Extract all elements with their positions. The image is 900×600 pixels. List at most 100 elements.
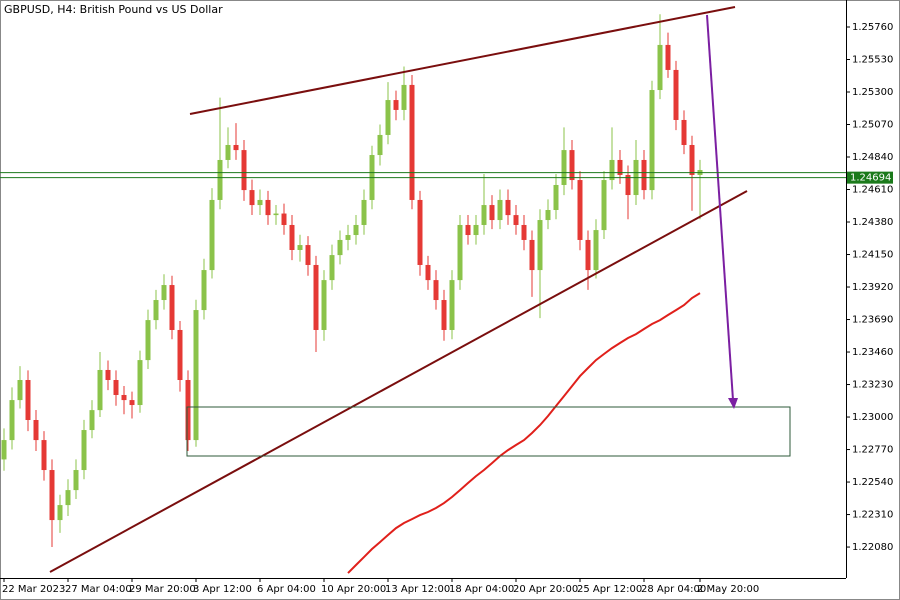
x-tick-label: 29 Mar 20:00 [129,584,196,595]
chart-title: GBPUSD, H4: British Pound vs US Dollar [4,3,223,16]
candle-body [505,199,511,216]
y-tick-label: 1.25760 [852,22,893,33]
y-tick-label: 1.25070 [852,120,893,131]
candle-body [593,230,599,271]
candle-body [481,205,487,225]
candle-body [273,213,279,216]
candle-body [457,224,463,281]
candle-body [65,490,71,506]
candle-body [657,44,663,91]
y-tick-label: 1.24150 [852,250,893,261]
x-tick-label: 3 Apr 12:00 [193,584,252,595]
x-tick-label: 20 Apr 20:00 [513,584,578,595]
candle-body [313,264,319,330]
y-tick-label: 1.22080 [852,542,893,553]
y-tick-label: 1.23690 [852,315,893,326]
candle-body [585,239,591,271]
candle-body [97,369,103,411]
candle-body [105,369,111,381]
candle-body [113,380,119,395]
arrow-head [728,398,738,409]
candle-body [81,430,87,471]
candle-body [361,199,367,225]
candle-body [441,300,447,330]
candle-body [121,394,127,401]
x-tick-label: 6 Apr 04:00 [257,584,316,595]
candle-body [417,199,423,265]
candle-body [665,44,671,70]
candle-body [345,235,351,240]
candle-body [329,255,335,281]
candle-body [169,285,175,330]
x-tick-label: 2 May 20:00 [697,584,759,595]
candle-body [425,264,431,281]
candle-body [161,285,167,301]
candle-body [289,224,295,250]
y-tick-label: 1.22770 [852,445,893,456]
candle-body [577,180,583,240]
candle-body [449,280,455,330]
candle-body [185,380,191,441]
candle-body [521,224,527,240]
candle-body [153,300,159,321]
y-tick-label: 1.24840 [852,152,893,163]
y-tick-label: 1.23920 [852,282,893,293]
candle-body [337,239,343,256]
candle-body [385,100,391,135]
candle-body [257,199,263,206]
candle-body [137,360,143,406]
candle-body [433,280,439,301]
candle-body [649,90,655,191]
candle-body [409,84,415,200]
candle-body [689,144,695,175]
y-tick-label: 1.23000 [852,412,893,423]
candle-body [9,400,15,441]
candle-body [545,210,551,221]
y-tick-label: 1.23460 [852,347,893,358]
x-tick-label: 28 Apr 04:00 [641,584,706,595]
forecast-arrow [706,14,734,401]
candle-body [393,100,399,110]
y-tick-label: 1.24380 [852,217,893,228]
upper-trendline [189,6,736,115]
candle-body [193,310,199,441]
candle-body [145,320,151,361]
y-tick-label: 1.24610 [852,185,893,196]
y-tick-label: 1.25300 [852,87,893,98]
candle-body [625,174,631,196]
current-price-box [847,171,893,184]
candle-body [265,199,271,216]
candle-body [641,159,647,191]
candle-body [73,470,79,491]
candle-body [281,213,287,225]
y-tick-label: 1.22540 [852,477,893,488]
candle-body [49,470,55,521]
y-tick-label: 1.23230 [852,380,893,391]
candle-body [561,150,567,185]
candle-body [1,440,7,460]
moving-average [347,292,701,574]
candle-body [617,159,623,175]
lower-trendline [49,190,748,573]
candle-body [89,410,95,431]
candle-body [465,224,471,236]
target-zone [186,406,791,457]
candle-body [25,380,31,421]
candle-body [177,329,183,381]
candle-body [497,199,503,221]
x-tick-label: 10 Apr 20:00 [321,584,386,595]
candle-body [41,440,47,471]
candle-body [537,220,543,271]
y-tick-label: 1.25530 [852,54,893,65]
candle-body [681,119,687,145]
x-tick-label: 13 Apr 12:00 [385,584,450,595]
candle-body [553,184,559,211]
candle-body [217,159,223,200]
candle-body [529,239,535,271]
candle-body [473,224,479,236]
candle-body [297,245,303,250]
x-tick-label: 18 Apr 04:00 [449,584,514,595]
candle-body [569,150,575,181]
